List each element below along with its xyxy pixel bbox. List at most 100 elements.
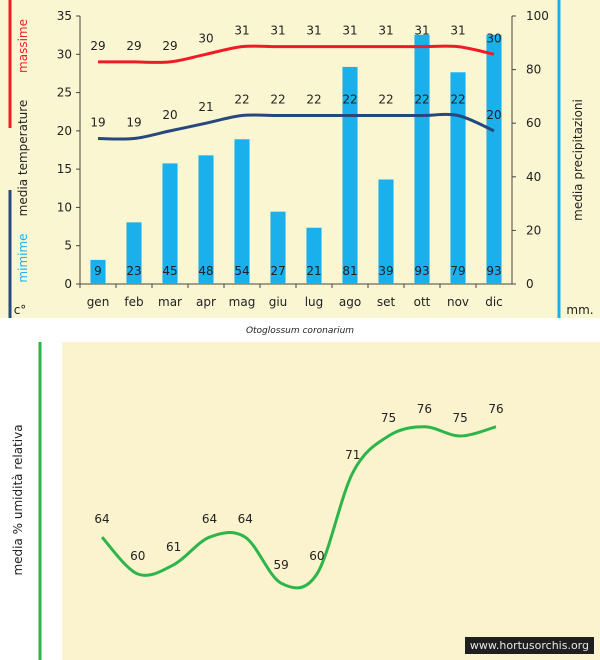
precipitation-data-label: 93 (414, 264, 429, 278)
max-temp-data-label: 31 (414, 24, 429, 38)
humidity-data-label: 75 (381, 411, 396, 425)
precipitation-bar (162, 163, 178, 284)
x-tick-label: nov (447, 295, 469, 309)
min-temp-line (97, 112, 495, 141)
precipitation-bar (342, 66, 358, 284)
max-temp-data-label: 29 (126, 39, 141, 53)
left-tick-label: 5 (64, 239, 72, 253)
max-temp-data-label: 29 (90, 39, 105, 53)
precipitation-data-label: 21 (306, 264, 321, 278)
x-tick-label: gen (87, 295, 110, 309)
min-temp-data-label: 22 (270, 93, 285, 107)
species-subtitle: Otoglossum coronarium (246, 326, 354, 336)
left-tick-label: 15 (57, 162, 72, 176)
left-tick-label: 25 (57, 86, 72, 100)
climate-chart: 0 5 10 15 20 25 30 35 0 20 40 60 80 100 gen feb mar apr ma… (57, 9, 549, 309)
right-tick-label: 100 (526, 9, 549, 23)
humidity-data-label: 64 (238, 512, 253, 526)
min-temp-data-label: 22 (450, 93, 465, 107)
min-temp-data-label: 20 (486, 108, 501, 122)
humidity-data-label: 76 (417, 402, 432, 416)
x-tick-label: dic (485, 295, 503, 309)
max-temp-data-label: 31 (342, 24, 357, 38)
precipitation-bar (486, 34, 502, 285)
x-tick-label: mag (229, 295, 256, 309)
left-tick-label: 0 (64, 277, 72, 291)
right-tick-label: 0 (526, 277, 534, 291)
humidity-data-label: 64 (202, 512, 217, 526)
min-temp-data-label: 22 (378, 93, 393, 107)
precipitation-data-label: 27 (270, 264, 285, 278)
min-temp-data-label: 20 (162, 108, 177, 122)
precipitation-data-label: 9 (94, 264, 102, 278)
precipitation-data-label: 23 (126, 264, 141, 278)
humidity-data-label: 61 (166, 540, 181, 554)
right-tick-label: 60 (526, 116, 541, 130)
x-tick-label: mar (158, 295, 182, 309)
min-temp-data-label: 22 (306, 93, 321, 107)
precipitation-bar (306, 227, 322, 284)
max-temp-line (97, 44, 495, 64)
precipitation-data-label: 45 (162, 264, 177, 278)
max-temp-data-label: 30 (486, 31, 501, 45)
left-tick-label: 30 (57, 47, 72, 61)
temperature-axis-label: media temperature (16, 100, 30, 217)
max-temp-data-label: 31 (450, 24, 465, 38)
x-tick-label: apr (196, 295, 216, 309)
min-temp-data-label: 22 (342, 93, 357, 107)
x-tick-label: set (377, 295, 396, 309)
right-tick-label: 40 (526, 170, 541, 184)
precipitation-data-label: 79 (450, 264, 465, 278)
left-tick-label: 20 (57, 124, 72, 138)
humidity-axis-label: media % umidità relativa (11, 424, 25, 575)
precipitation-axis-label: media precipitazioni (571, 99, 585, 221)
precipitation-bar (198, 155, 214, 284)
max-temp-data-label: 29 (162, 39, 177, 53)
max-temp-axis-label: massime (16, 19, 30, 73)
x-tick-label: ott (414, 295, 431, 309)
min-temp-data-label: 19 (126, 116, 141, 130)
precipitation-data-label: 54 (234, 264, 249, 278)
x-tick-label: lug (305, 295, 324, 309)
site-watermark: www.hortusorchis.org (464, 637, 594, 654)
humidity-line (100, 425, 497, 590)
precipitation-bar (90, 259, 106, 284)
left-tick-label: 35 (57, 9, 72, 23)
min-temp-data-label: 22 (414, 93, 429, 107)
humidity-data-label: 76 (488, 402, 503, 416)
min-temp-data-label: 22 (234, 93, 249, 107)
humidity-data-label: 60 (130, 549, 145, 563)
humidity-chart-background (62, 342, 600, 660)
left-tick-label: 10 (57, 200, 72, 214)
humidity-data-label: 59 (273, 558, 288, 572)
right-tick-label: 80 (526, 63, 541, 77)
precipitation-unit-label: mm. (566, 303, 593, 317)
precipitation-bar (270, 211, 286, 284)
x-tick-label: feb (124, 295, 143, 309)
min-temp-data-label: 21 (198, 100, 213, 114)
precipitation-bar (414, 34, 430, 285)
temperature-unit-label: c° (14, 303, 27, 317)
precipitation-bar (234, 139, 250, 284)
max-temp-data-label: 30 (198, 31, 213, 45)
humidity-data-label: 75 (453, 411, 468, 425)
humidity-data-label: 64 (94, 512, 109, 526)
x-tick-label: giu (269, 295, 288, 309)
humidity-data-label: 60 (309, 549, 324, 563)
min-temp-data-label: 19 (90, 116, 105, 130)
precipitation-bar (126, 222, 142, 284)
precipitation-data-label: 81 (342, 264, 357, 278)
max-temp-data-label: 31 (234, 24, 249, 38)
max-temp-data-label: 31 (378, 24, 393, 38)
precipitation-data-label: 48 (198, 264, 213, 278)
precipitation-data-label: 93 (486, 264, 501, 278)
precipitation-bar (450, 72, 466, 284)
humidity-chart: 64 60 61 64 64 59 60 71 75 76 75 76 (94, 402, 504, 590)
max-temp-data-label: 31 (306, 24, 321, 38)
x-tick-label: ago (339, 295, 361, 309)
precipitation-bar (378, 179, 394, 284)
min-temp-axis-label: mimime (16, 233, 30, 282)
humidity-data-label: 71 (345, 448, 360, 462)
right-tick-label: 20 (526, 223, 541, 237)
